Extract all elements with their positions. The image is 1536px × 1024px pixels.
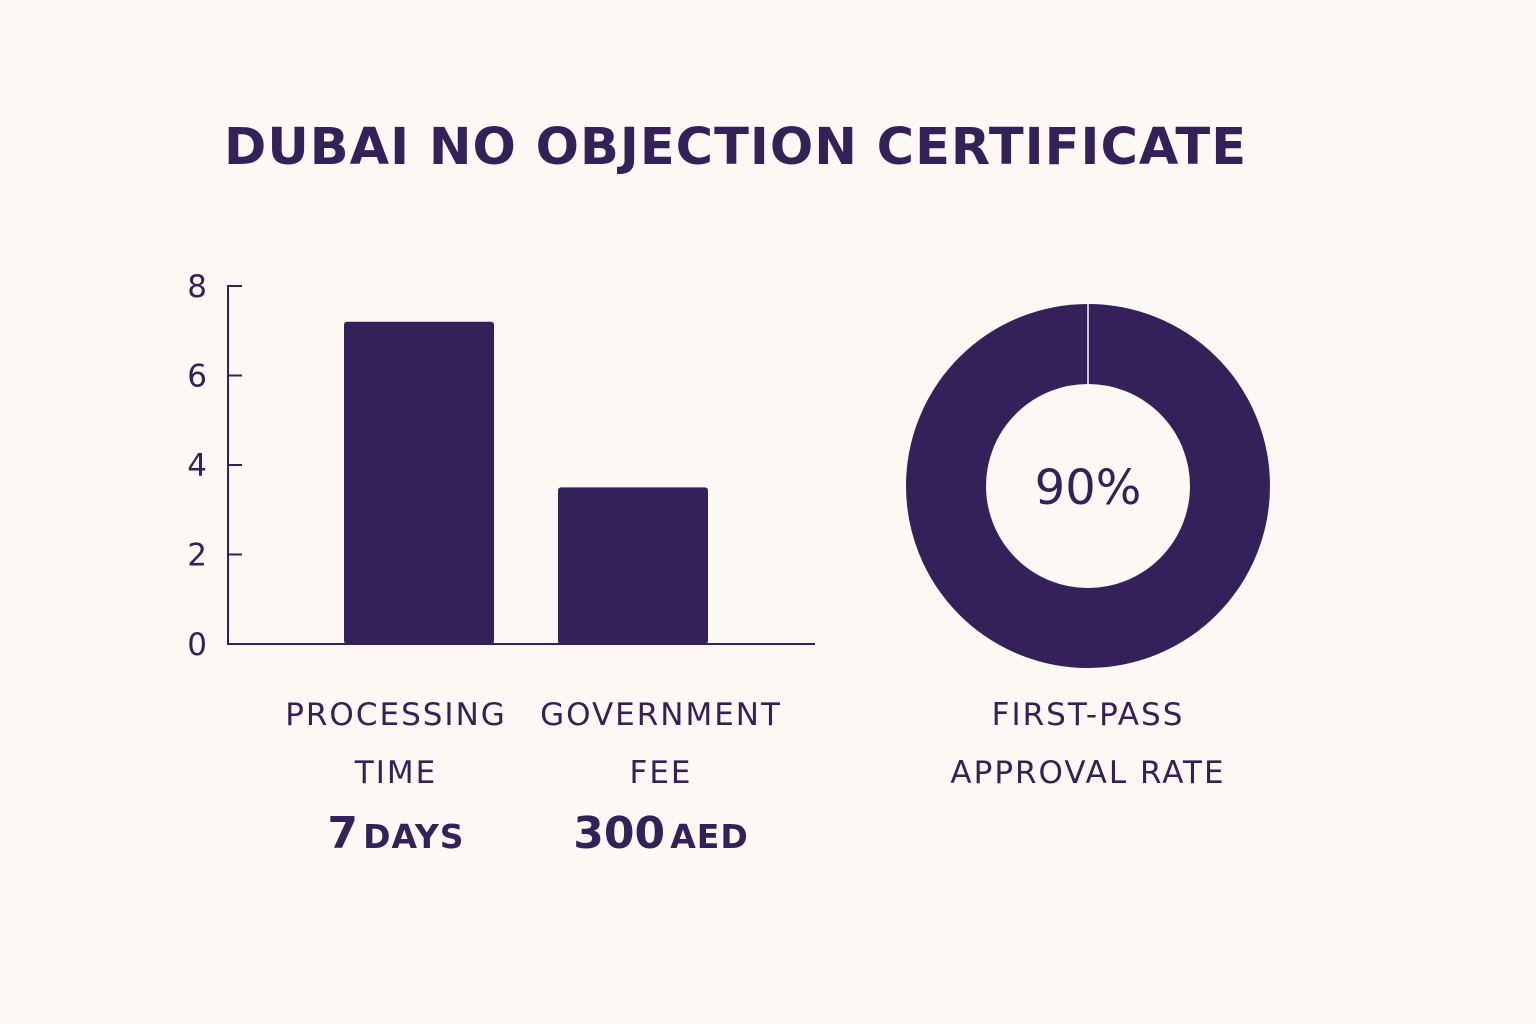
government-fee-value: 300 AED (531, 804, 791, 873)
bar-government-fee (558, 487, 708, 644)
donut-chart (906, 304, 1270, 668)
donut-center-text: 90% (1034, 460, 1142, 516)
y-tick-label-8: 8 (187, 269, 207, 305)
y-tick-label-0: 0 (187, 627, 207, 663)
processing-time-unit: DAYS (363, 817, 465, 856)
government-fee-number: 300 (573, 808, 666, 859)
page-title: DUBAI NO OBJECTION CERTIFICATE (224, 118, 1248, 177)
processing-time-value: 7 DAYS (266, 804, 526, 873)
bar-chart: 0 2 4 6 8 (187, 269, 815, 663)
approval-rate-label: FIRST-PASS APPROVAL RATE (950, 697, 1226, 791)
y-tick-label-4: 4 (187, 448, 207, 484)
category-label-government-fee: GOVERNMENT FEE (540, 697, 782, 791)
government-fee-unit: AED (670, 817, 749, 856)
category-label-processing-time: PROCESSING TIME (285, 697, 507, 791)
y-tick-label-2: 2 (187, 538, 207, 574)
processing-time-number: 7 (327, 808, 359, 859)
bar-processing-time (344, 321, 494, 644)
y-tick-label-6: 6 (187, 359, 207, 395)
